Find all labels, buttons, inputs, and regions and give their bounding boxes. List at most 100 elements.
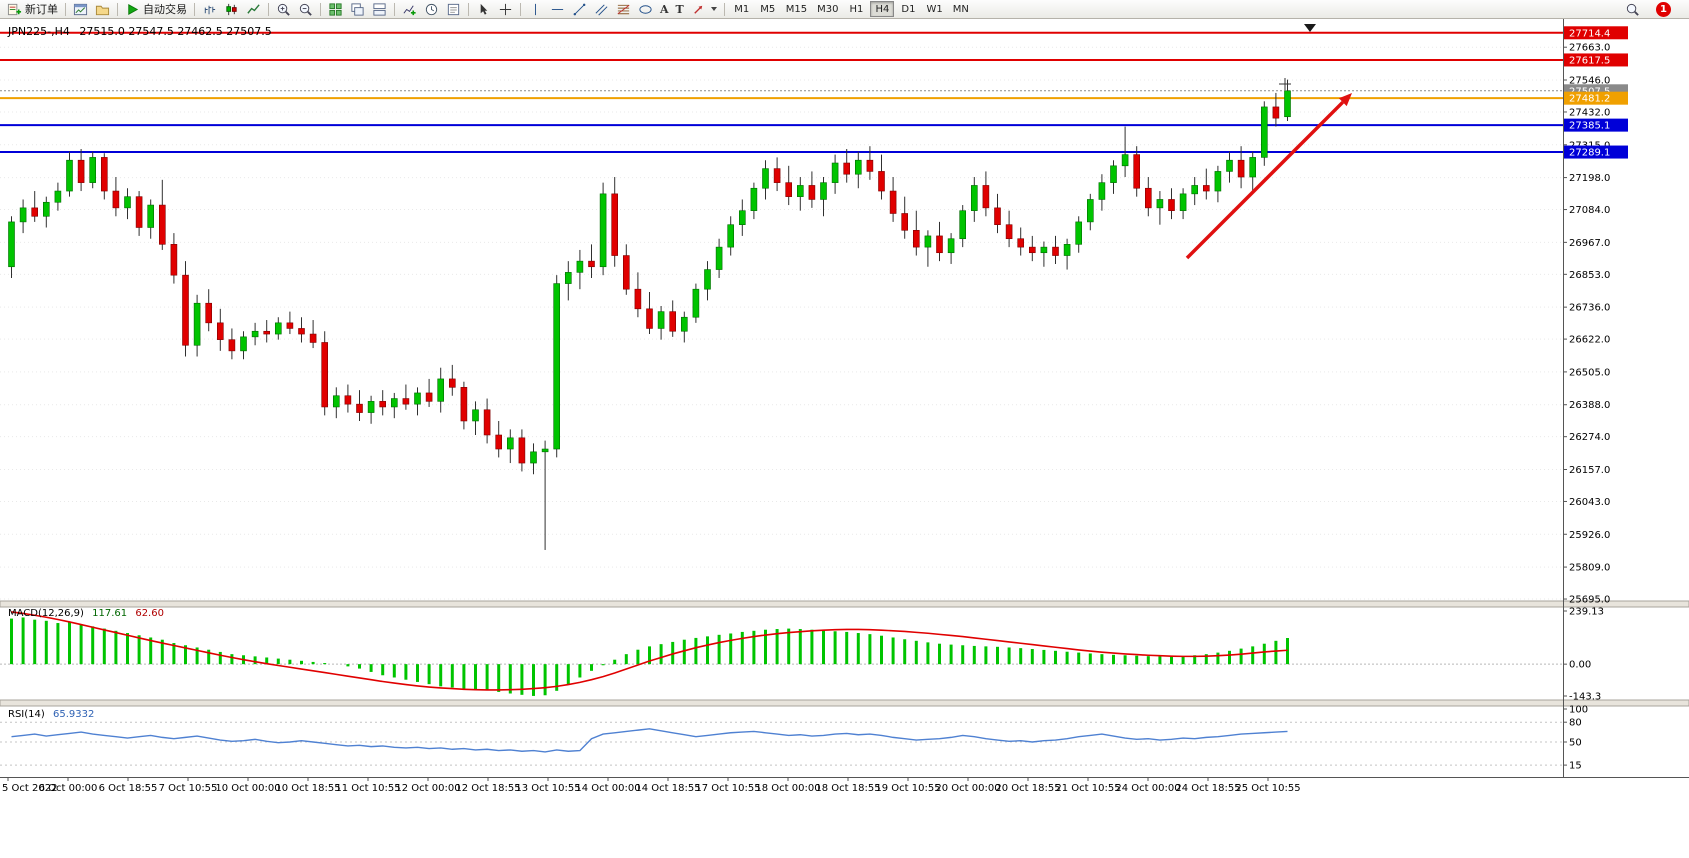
channel-button[interactable] (591, 1, 612, 18)
search-button[interactable] (1622, 1, 1643, 18)
arrows-tool-button[interactable] (688, 1, 720, 18)
svg-text:50: 50 (1569, 738, 1582, 749)
cursor-arrow-icon (480, 3, 488, 15)
arrange-windows-button[interactable] (369, 1, 390, 18)
autotrading-label: 自动交易 (143, 3, 187, 16)
horizontal-line-button[interactable] (547, 1, 568, 18)
svg-text:26274.0: 26274.0 (1569, 432, 1610, 443)
svg-text:26157.0: 26157.0 (1569, 465, 1610, 476)
toolbar-separator (194, 2, 195, 16)
tile-windows-button[interactable] (325, 1, 346, 18)
fibonacci-icon (617, 4, 630, 14)
pane-splitter[interactable] (0, 699, 1689, 707)
text-button[interactable]: A (657, 1, 672, 18)
svg-text:26736.0: 26736.0 (1569, 303, 1610, 314)
bar-chart-button[interactable] (199, 1, 220, 18)
play-icon (128, 3, 139, 15)
timeframe-button-m1[interactable]: M1 (730, 1, 754, 17)
timeframe-button-d1[interactable]: D1 (896, 1, 920, 17)
svg-text:21 Oct 10:55: 21 Oct 10:55 (1055, 783, 1120, 794)
profiles-button[interactable] (92, 1, 113, 18)
new-order-icon (7, 3, 22, 15)
indicators-button[interactable] (399, 1, 420, 18)
chart-shift-marker[interactable] (1304, 24, 1316, 32)
cascade-windows-button[interactable] (347, 1, 368, 18)
svg-text:6 Oct 00:00: 6 Oct 00:00 (39, 783, 98, 794)
price-grid (0, 46, 1563, 600)
chart-title: JPN225-,H4 27515.0 27547.5 27462.5 27507… (8, 25, 272, 38)
svg-text:6 Oct 18:55: 6 Oct 18:55 (99, 783, 158, 794)
chart-window-icon (73, 3, 88, 15)
zoom-in-button[interactable] (273, 1, 294, 18)
svg-text:14 Oct 00:00: 14 Oct 00:00 (575, 783, 640, 794)
svg-text:27432.0: 27432.0 (1569, 107, 1610, 118)
fibonacci-button[interactable] (613, 1, 634, 18)
toolbar-separator (117, 2, 118, 16)
toolbar-separator (65, 2, 66, 16)
text-a-icon: A (660, 2, 669, 16)
trendline-button[interactable] (569, 1, 590, 18)
timeframe-button-mn[interactable]: MN (949, 1, 973, 17)
pane-splitter[interactable] (0, 600, 1689, 608)
crosshair-button[interactable] (495, 1, 516, 18)
bar-chart-icon (204, 5, 216, 14)
chart-window-button[interactable] (70, 1, 91, 18)
label-button[interactable]: T (673, 1, 687, 18)
timeframe-group: M1 M5 M15 M30 H1 H4 D1 W1 MN (729, 1, 974, 17)
rsi-value: 65.9332 (52, 709, 95, 720)
svg-text:12 Oct 00:00: 12 Oct 00:00 (395, 783, 460, 794)
macd-histogram (10, 617, 1289, 696)
ellipse-icon (639, 4, 652, 14)
folder-icon (95, 5, 110, 15)
timeframe-button-m15[interactable]: M15 (782, 1, 811, 17)
trend-arrow[interactable] (1185, 93, 1352, 260)
cursor-button[interactable] (473, 1, 494, 18)
crosshair-marker (1279, 78, 1291, 90)
rsi-axis-labels: 100 80 50 15 (1563, 705, 1588, 772)
search-icon (1626, 3, 1639, 16)
macd-signal-value: 62.60 (135, 608, 164, 619)
svg-text:24 Oct 00:00: 24 Oct 00:00 (1115, 783, 1180, 794)
chart-symbol-period: JPN225-,H4 (8, 25, 70, 38)
timeframe-button-h1[interactable]: H1 (844, 1, 868, 17)
svg-text:20 Oct 00:00: 20 Oct 00:00 (935, 783, 1000, 794)
templates-button[interactable] (443, 1, 464, 18)
chart-ohlc: 27515.0 27547.5 27462.5 27507.5 (79, 25, 272, 38)
svg-text:15: 15 (1569, 761, 1582, 772)
macd-main-value: 117.61 (92, 608, 128, 619)
toolbar-separator (520, 2, 521, 16)
svg-text:13 Oct 10:55: 13 Oct 10:55 (515, 783, 580, 794)
horizontal-price-lines[interactable] (0, 31, 1563, 154)
zoom-out-icon (299, 3, 312, 16)
timeframe-button-m30[interactable]: M30 (813, 1, 842, 17)
svg-text:14 Oct 18:55: 14 Oct 18:55 (635, 783, 700, 794)
chevron-down-icon (710, 7, 717, 11)
shapes-button[interactable] (635, 1, 656, 18)
crosshair-icon (499, 3, 512, 15)
timeframe-button-w1[interactable]: W1 (922, 1, 946, 17)
candlestick-chart-button[interactable] (221, 1, 242, 18)
svg-text:27385.1: 27385.1 (1569, 121, 1610, 132)
autotrading-button[interactable]: 自动交易 (122, 1, 190, 18)
svg-text:26388.0: 26388.0 (1569, 400, 1610, 411)
zoom-out-button[interactable] (295, 1, 316, 18)
svg-text:10 Oct 18:55: 10 Oct 18:55 (275, 783, 340, 794)
periods-button[interactable] (421, 1, 442, 18)
arrange-windows-icon (373, 2, 386, 16)
notification-badge[interactable]: 1 (1656, 1, 1671, 17)
line-chart-button[interactable] (243, 1, 264, 18)
macd-axis-labels: 239.13 0.00 -143.3 (1563, 607, 1604, 703)
toolbar: 新订单 自动交易 A T (0, 0, 1689, 19)
svg-text:25 Oct 10:55: 25 Oct 10:55 (1235, 783, 1300, 794)
svg-text:18 Oct 00:00: 18 Oct 00:00 (755, 783, 820, 794)
candlestick-icon (226, 3, 237, 15)
svg-text:26622.0: 26622.0 (1569, 335, 1610, 346)
svg-text:26853.0: 26853.0 (1569, 270, 1610, 281)
timeframe-button-h4[interactable]: H4 (870, 1, 895, 17)
new-order-button[interactable]: 新订单 (4, 1, 61, 18)
vertical-line-button[interactable] (525, 1, 546, 18)
timeframe-button-m5[interactable]: M5 (756, 1, 780, 17)
new-order-label: 新订单 (25, 3, 58, 16)
